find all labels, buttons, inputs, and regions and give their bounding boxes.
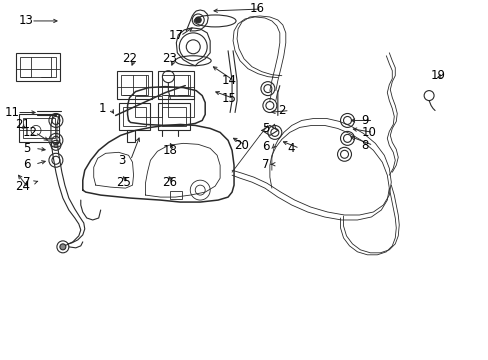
Bar bbox=[116, 71, 152, 99]
Text: 10: 10 bbox=[361, 126, 376, 139]
Text: 16: 16 bbox=[249, 3, 264, 15]
Text: 1: 1 bbox=[99, 102, 106, 115]
Circle shape bbox=[54, 143, 58, 147]
Bar bbox=[19, 114, 59, 142]
Text: 26: 26 bbox=[162, 176, 177, 189]
Text: 5: 5 bbox=[262, 122, 269, 135]
Bar bbox=[23, 118, 55, 138]
Bar bbox=[134, 95, 162, 117]
Text: 23: 23 bbox=[162, 52, 177, 65]
Text: 3: 3 bbox=[119, 154, 126, 167]
Text: 9: 9 bbox=[361, 114, 368, 127]
Circle shape bbox=[195, 17, 201, 23]
Bar bbox=[168, 95, 194, 117]
Text: 21: 21 bbox=[15, 118, 30, 131]
Text: 15: 15 bbox=[222, 92, 237, 105]
Bar bbox=[20, 57, 56, 77]
Text: 4: 4 bbox=[287, 142, 295, 155]
Text: 19: 19 bbox=[430, 69, 445, 82]
Text: 6: 6 bbox=[23, 158, 31, 171]
Text: 2: 2 bbox=[277, 104, 285, 117]
Bar bbox=[119, 103, 150, 130]
Bar bbox=[122, 107, 146, 126]
Text: 13: 13 bbox=[19, 14, 34, 27]
Bar bbox=[162, 107, 186, 126]
Text: 18: 18 bbox=[162, 144, 177, 157]
Text: 8: 8 bbox=[361, 139, 368, 152]
Bar bbox=[158, 71, 194, 99]
Text: 5: 5 bbox=[23, 142, 30, 155]
Text: 12: 12 bbox=[23, 126, 38, 139]
Bar bbox=[170, 191, 182, 199]
Bar bbox=[16, 53, 60, 81]
Text: 17: 17 bbox=[168, 30, 183, 42]
Bar bbox=[162, 75, 190, 95]
Text: 25: 25 bbox=[116, 176, 131, 189]
Text: 6: 6 bbox=[262, 140, 269, 153]
Text: 20: 20 bbox=[234, 139, 248, 152]
Text: 22: 22 bbox=[122, 52, 137, 65]
Text: 11: 11 bbox=[5, 106, 20, 119]
Bar bbox=[126, 130, 134, 142]
Circle shape bbox=[60, 244, 66, 250]
Bar bbox=[158, 103, 190, 130]
Text: 14: 14 bbox=[222, 74, 237, 87]
Bar bbox=[121, 75, 148, 95]
Text: 7: 7 bbox=[262, 158, 269, 171]
Text: 24: 24 bbox=[15, 180, 30, 193]
Text: 7: 7 bbox=[23, 176, 31, 189]
